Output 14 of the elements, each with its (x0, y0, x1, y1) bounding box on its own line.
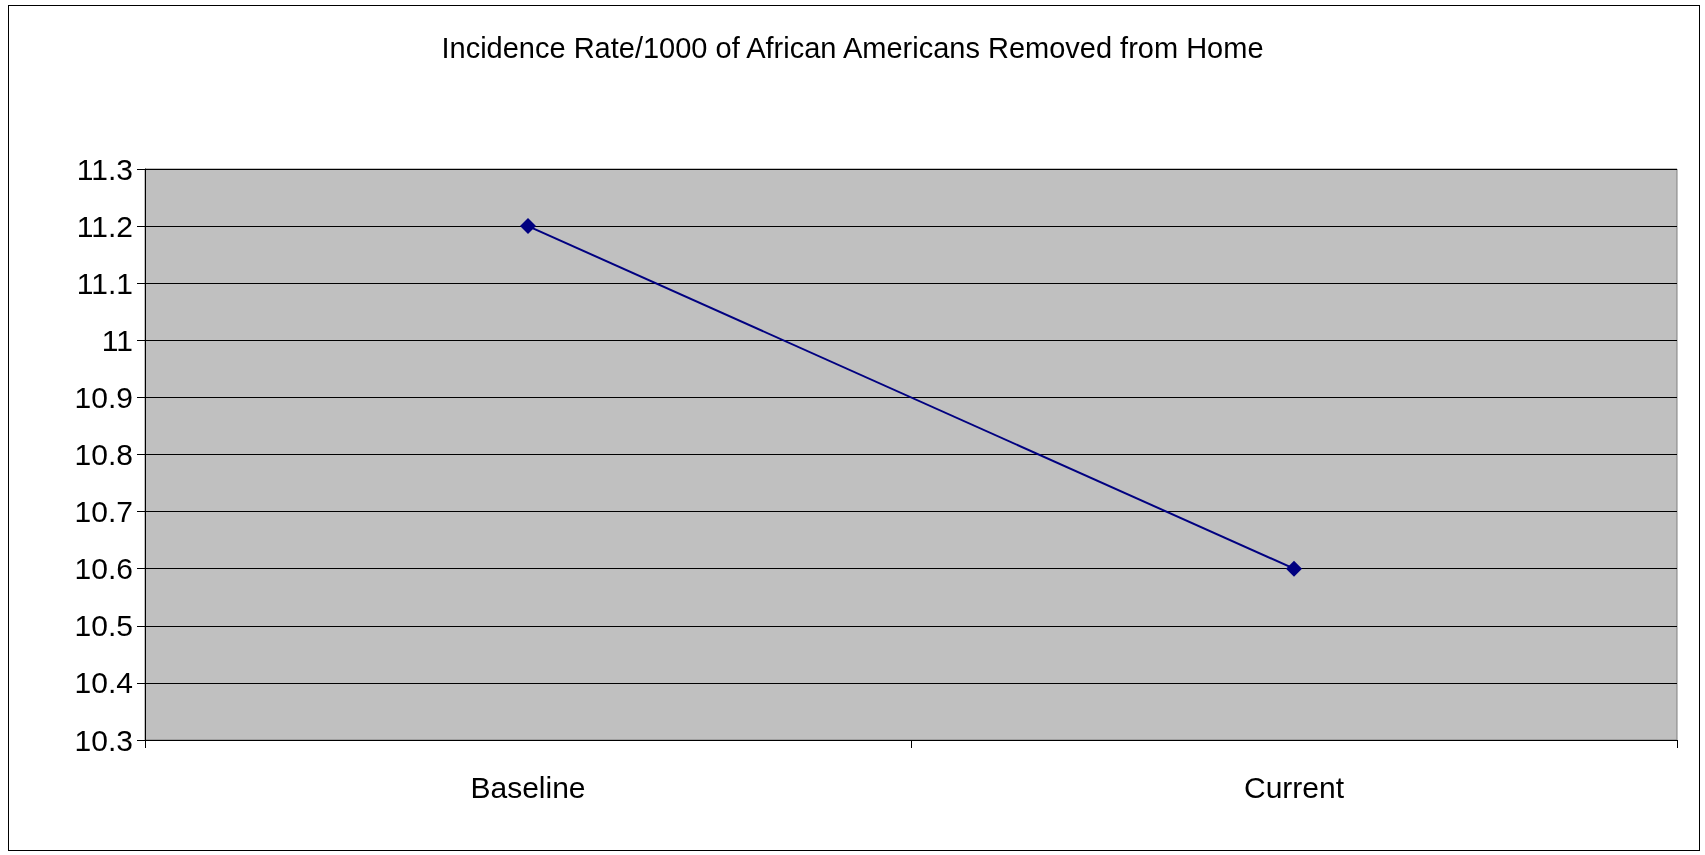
y-tick-label: 10.8 (74, 438, 133, 471)
y-tick-label: 11.2 (76, 209, 133, 243)
y-tick-label: 10.3 (74, 723, 133, 757)
y-tick-label: 10.9 (74, 380, 133, 414)
y-tick-label: 11.1 (76, 266, 133, 300)
chart-title: Incidence Rate/1000 of African Americans Removed from Home (441, 31, 1264, 64)
y-tick-label: 11 (101, 323, 133, 357)
x-tick-label: Current (1243, 770, 1345, 804)
x-tick-label: Baseline (470, 770, 586, 804)
y-tick-label: 10.4 (74, 666, 133, 700)
y-tick-label: 11.3 (76, 152, 133, 186)
y-tick-label: 10.6 (74, 552, 133, 586)
y-tick-label: 10.5 (74, 609, 133, 643)
y-tick-label: 10.7 (74, 495, 133, 529)
